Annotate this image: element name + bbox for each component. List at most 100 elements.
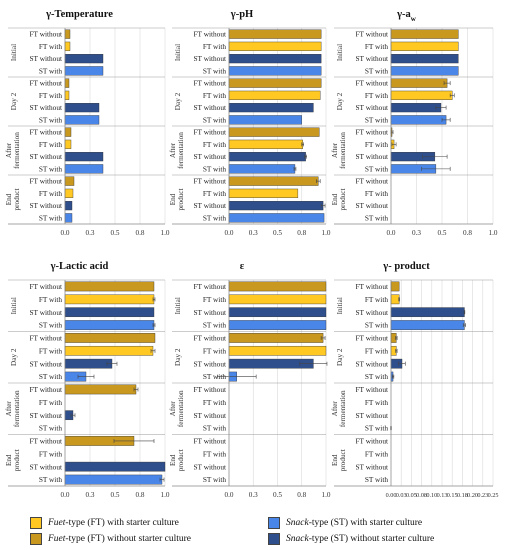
x-tick-label: 0.0 xyxy=(387,229,396,237)
x-tick-label: 1.0 xyxy=(489,229,498,237)
bar xyxy=(390,90,453,100)
bar xyxy=(390,281,400,292)
category-label: FT with xyxy=(203,398,227,407)
category-label: ST without xyxy=(29,359,62,368)
group-label: Endproduct xyxy=(5,449,21,471)
legend-swatch xyxy=(268,533,280,545)
x-tick-label: 0.00 xyxy=(386,492,397,499)
legend-st-with: Snack -type (ST) with starter culture xyxy=(268,517,422,529)
bar xyxy=(390,66,459,76)
legend-ft-without: Fuet -type (FT) without starter culture xyxy=(30,533,191,545)
group-label: Afterfermentation xyxy=(5,132,21,169)
legend-swatch xyxy=(268,517,280,529)
bar xyxy=(64,139,72,149)
category-label: ST without xyxy=(355,152,388,161)
bar xyxy=(64,41,71,51)
bar xyxy=(228,294,327,305)
bar xyxy=(228,54,322,64)
legend-swatch xyxy=(30,517,42,529)
x-tick-label: 0.5 xyxy=(273,229,282,237)
chart-title-subscript: w xyxy=(411,15,417,23)
category-label: FT without xyxy=(29,334,62,343)
category-label: FT without xyxy=(193,385,226,394)
category-label: ST with xyxy=(39,164,63,173)
bar xyxy=(64,152,104,162)
group-label: Afterfermentation xyxy=(5,390,21,427)
x-tick-label: 0.8 xyxy=(136,491,145,499)
bar xyxy=(228,127,320,137)
category-label: FT without xyxy=(355,282,388,291)
bar xyxy=(228,139,303,149)
bar xyxy=(64,307,155,318)
category-label: ST without xyxy=(29,308,62,317)
category-label: ST without xyxy=(355,201,388,210)
category-label: ST with xyxy=(39,321,63,330)
category-label: FT with xyxy=(39,398,63,407)
group-label: Initial xyxy=(174,44,182,61)
x-tick-label: 0.0 xyxy=(61,229,70,237)
bar xyxy=(64,384,137,395)
bar xyxy=(228,307,327,318)
chart-title: ε xyxy=(240,261,245,272)
x-tick-label: 0.5 xyxy=(273,491,282,499)
bar xyxy=(228,213,325,223)
bar xyxy=(64,333,156,343)
category-label: FT with xyxy=(365,398,389,407)
bar xyxy=(64,294,155,305)
category-label: FT without xyxy=(193,128,226,137)
group-label: Initial xyxy=(336,44,344,61)
category-label: FT with xyxy=(39,346,63,355)
bar xyxy=(228,201,324,211)
category-label: ST without xyxy=(193,54,226,63)
group-label-line: End xyxy=(331,193,339,205)
category-label: ST with xyxy=(365,213,389,222)
category-label: ST with xyxy=(203,115,227,124)
bar xyxy=(64,66,104,76)
group-label: Afterfermentation xyxy=(331,390,347,427)
x-tick-label: 0.10 xyxy=(426,492,437,499)
category-label: ST with xyxy=(365,115,389,124)
x-tick-label: 0.15 xyxy=(447,492,458,499)
category-label: FT with xyxy=(203,449,227,458)
group-label: Day 2 xyxy=(10,92,18,110)
bar xyxy=(228,281,327,292)
category-label: FT with xyxy=(365,346,389,355)
legend-prefix: Fuet xyxy=(48,534,66,544)
x-tick-label: 0.5 xyxy=(438,229,447,237)
category-label: ST with xyxy=(365,372,389,381)
category-label: ST with xyxy=(203,424,227,433)
group-label-line: fermentation xyxy=(13,132,21,169)
group-label-line: product xyxy=(339,189,347,211)
category-label: ST with xyxy=(39,115,63,124)
category-label: FT with xyxy=(365,189,389,198)
bar xyxy=(390,78,448,88)
category-label: FT without xyxy=(355,437,388,446)
group-label-line: fermentation xyxy=(177,132,185,169)
category-label: FT without xyxy=(29,177,62,186)
x-tick-label: 0.0 xyxy=(225,491,234,499)
category-label: ST with xyxy=(203,213,227,222)
bar xyxy=(64,115,100,125)
category-label: FT without xyxy=(29,79,62,88)
group-label-line: fermentation xyxy=(339,390,347,427)
group-label-line: End xyxy=(169,193,177,205)
legend-text: -type (FT) with starter culture xyxy=(65,518,179,528)
chart-title: γ- product xyxy=(382,261,430,272)
category-label: FT with xyxy=(39,189,63,198)
category-label: ST with xyxy=(365,164,389,173)
legend-text: -type (ST) with starter culture xyxy=(308,518,423,528)
bar xyxy=(64,103,100,113)
bar xyxy=(64,176,75,186)
x-tick-label: 0.03 xyxy=(396,492,407,499)
group-label: Initial xyxy=(10,44,18,61)
chart-title: γ-Lactic acid xyxy=(50,261,109,272)
group-label: Initial xyxy=(336,297,344,314)
bar xyxy=(228,66,322,76)
category-label: ST without xyxy=(29,411,62,420)
x-tick-label: 0.3 xyxy=(249,229,258,237)
category-label: ST without xyxy=(29,462,62,471)
bar xyxy=(390,115,447,125)
legend-st-without: Snack -type (ST) without starter culture xyxy=(268,533,434,545)
legend-prefix: Snack xyxy=(286,518,309,528)
